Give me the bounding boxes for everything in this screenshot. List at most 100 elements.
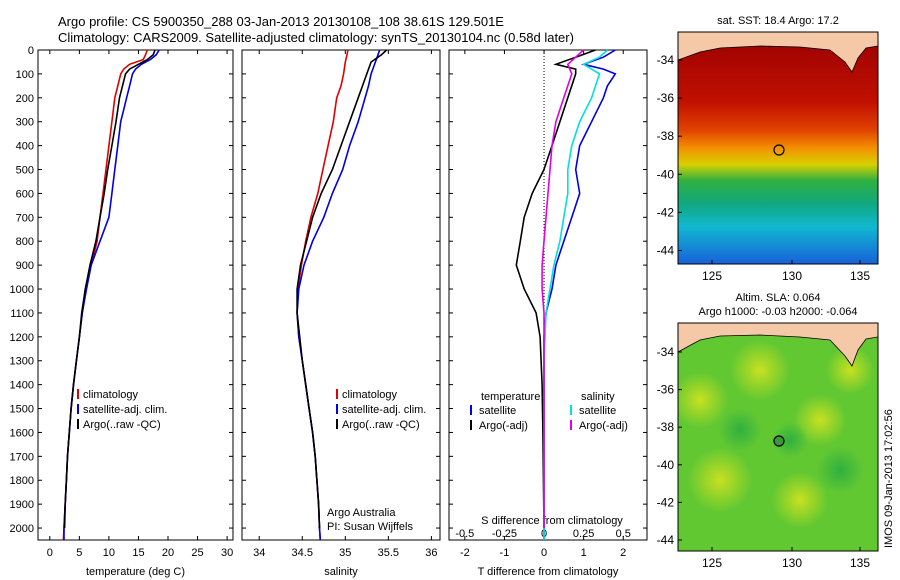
y-tick-label: 1000 [10,284,34,296]
map-y-tick-label: -34 [657,345,675,359]
x-tick-label: 34 [253,547,265,559]
x-tick-label: 1 [581,547,587,559]
land-coast [678,32,878,72]
map-y-tick-label: -38 [657,420,675,434]
map-y-tick-label: -42 [657,495,675,509]
timestamp-stamp: IMOS 09-Jan-2013 17:02:56 [883,409,895,548]
y-tick-label: 800 [16,236,34,248]
temperature-panel: 0 5 10 15 20 25 30 temperature (deg C) 0 100 200 30… [10,45,234,578]
y-tick-label: 1800 [10,475,34,487]
legend-label: climatology [83,389,139,401]
legend-label: Argo(..raw -QC) [83,419,161,431]
annotation-text: Argo Australia [327,507,396,519]
series-line-sat_s [543,49,608,540]
legend-label: satellite [479,405,516,417]
legend-label: climatology [342,389,398,401]
y-tick-label: 1100 [10,308,34,320]
y-tick-label: 900 [16,260,34,272]
sla-map-title-1: Altim. SLA: 0.064 [736,292,821,304]
argo-location-marker [773,144,785,156]
x-axis-label: salinity [324,566,358,578]
x-tick-label: 35 [339,547,351,559]
map-x-tick-label: 130 [782,269,802,283]
sst-map-title: sat. SST: 18.4 Argo: 17.2 [717,15,839,27]
x-tick-label: -1 [500,547,510,559]
map-x-tick-label: 135 [850,556,870,570]
title-line-1: Argo profile: CS 5900350_288 03-Jan-2013… [58,14,504,29]
map-y-tick-label: -44 [657,533,675,547]
map-y-tick-label: -36 [657,91,675,105]
map-x-tick-label: 130 [782,556,802,570]
legend-label: satellite-adj. clim. [342,404,426,416]
x-tick-label: 0 [541,547,547,559]
map-y-tick-label: -38 [657,129,675,143]
map-y-tick-label: -44 [657,244,675,258]
x-tick-label: 30 [221,547,233,559]
difference-panel: -2 -1 0 1 2T difference from climatology -0.5… [448,49,648,578]
series-line-argo [296,49,388,529]
x-tick-label: 15 [132,547,144,559]
s-tick-label: -0.25 [492,528,517,540]
x-tick-label: 35.5 [378,547,399,559]
series-line-argo [63,49,156,529]
y-tick-label: 1500 [10,404,34,416]
plot-frame [37,49,234,541]
sst-field [678,32,878,264]
legend-label: satellite-adj. clim. [83,404,167,416]
x-tick-label: 10 [103,547,115,559]
legend-label: satellite [579,405,616,417]
x-tick-label: 0 [47,547,53,559]
sla-map-title-2: Argo h1000: -0.03 h2000: -0.064 [698,306,857,318]
map-y-tick-label: -36 [657,383,675,397]
x-axis-label: T difference from climatology [478,566,619,578]
y-tick-label: 600 [16,188,34,200]
argo-location-marker [773,435,785,447]
x-tick-label: 2 [620,547,626,559]
sla-map [677,322,879,552]
y-tick-label: 1600 [10,427,34,439]
y-tick-label: 700 [16,212,34,224]
salinity-panel: 34 34.5 35 35.5 36 salinity climatology satelli… [241,49,441,578]
y-tick-label: 1700 [10,451,34,463]
land-coast [678,323,878,366]
x-axis-label: temperature (deg C) [86,566,185,578]
series-line-argo [515,49,596,529]
sst-map-frame [677,31,879,265]
y-tick-label: 400 [16,141,34,153]
y-tick-label: 200 [16,93,34,105]
annotation-text: PI: Susan Wijffels [327,521,413,533]
y-tick-label: 1900 [10,499,34,511]
x-tick-label: 20 [162,547,174,559]
plot-frame [448,49,648,541]
map-x-tick-label: 125 [702,269,722,283]
s-axis-label: S difference from climatology [481,515,623,527]
sla-map-frame [677,322,879,552]
x-tick-label: -2 [460,547,470,559]
coastline [678,334,878,367]
map-y-tick-label: -42 [657,205,675,219]
x-tick-label: 25 [191,547,203,559]
y-tick-label: 100 [16,69,34,81]
map-x-tick-label: 125 [702,556,722,570]
y-tick-label: 0 [28,45,34,57]
series-line-argo_s [541,49,585,528]
legend-label: Argo(-adj) [579,420,628,432]
y-tick-label: 500 [16,165,34,177]
map-y-tick-label: -40 [657,458,675,472]
s-tick-label: 0.25 [573,528,594,540]
legend-label: Argo(-adj) [479,420,528,432]
map-x-tick-label: 135 [850,269,870,283]
y-tick-label: 2000 [10,523,34,535]
map-y-tick-label: -34 [657,53,675,67]
y-tick-label: 1400 [10,380,34,392]
sst-map [677,31,879,265]
x-tick-label: 36 [425,547,437,559]
title-line-2: Climatology: CARS2009. Satellite-adjuste… [58,30,574,45]
legend-title: temperature [481,391,540,403]
y-tick-label: 300 [16,117,34,129]
s-tick-label: 0.5 [616,528,631,540]
x-tick-label: 34.5 [292,547,313,559]
x-tick-label: 5 [76,547,82,559]
y-tick-label: 1300 [10,356,34,368]
